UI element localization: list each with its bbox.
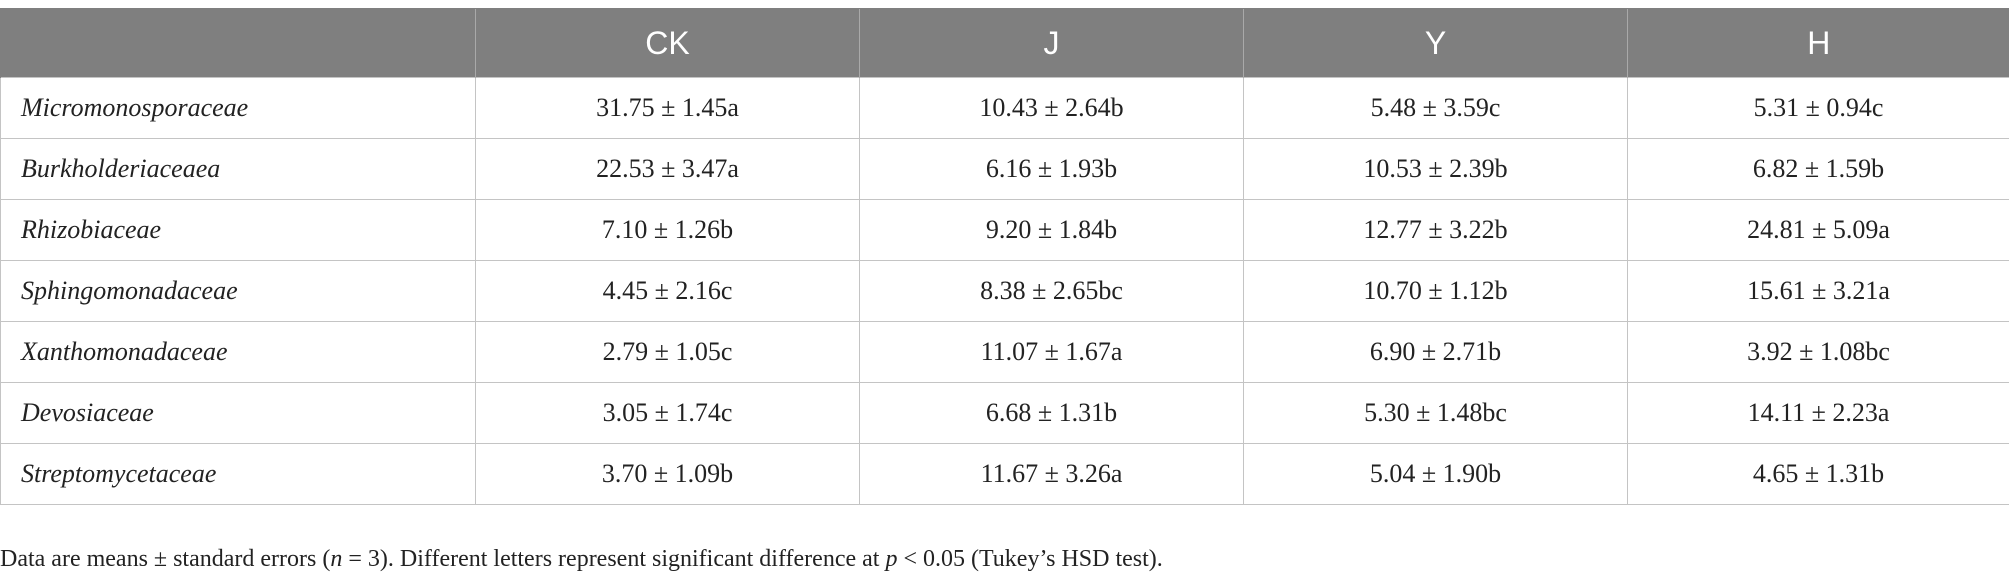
value-cell-j: 11.07 ± 1.67a xyxy=(859,321,1244,383)
table-row: Sphingomonadaceae 4.45 ± 2.16c 8.38 ± 2.… xyxy=(0,260,2009,322)
header-cell-y: Y xyxy=(1243,8,1628,78)
value-cell-j: 9.20 ± 1.84b xyxy=(859,199,1244,261)
value-cell-y: 10.53 ± 2.39b xyxy=(1243,138,1628,200)
footnote-text-2: = 3). Different letters represent signif… xyxy=(342,546,886,572)
table-row: Streptomycetaceae 3.70 ± 1.09b 11.67 ± 3… xyxy=(0,443,2009,505)
header-cell-ck: CK xyxy=(475,8,860,78)
footnote-n-symbol: n xyxy=(330,546,343,572)
table-row: Devosiaceae 3.05 ± 1.74c 6.68 ± 1.31b 5.… xyxy=(0,382,2009,444)
value-cell-y: 5.30 ± 1.48bc xyxy=(1243,382,1628,444)
family-cell: Burkholderiaceaea xyxy=(0,138,476,200)
value-cell-h: 3.92 ± 1.08bc xyxy=(1627,321,2009,383)
value-cell-h: 5.31 ± 0.94c xyxy=(1627,77,2009,139)
value-cell-j: 10.43 ± 2.64b xyxy=(859,77,1244,139)
table-header: CK J Y H xyxy=(0,8,2009,78)
family-cell: Devosiaceae xyxy=(0,382,476,444)
value-cell-ck: 2.79 ± 1.05c xyxy=(475,321,860,383)
family-cell: Rhizobiaceae xyxy=(0,199,476,261)
value-cell-j: 11.67 ± 3.26a xyxy=(859,443,1244,505)
footnote-p-symbol: p xyxy=(885,546,898,572)
value-cell-ck: 3.05 ± 1.74c xyxy=(475,382,860,444)
table-footnote: Data are means ± standard errors (n = 3)… xyxy=(0,546,1163,573)
header-row: CK J Y H xyxy=(0,8,2009,78)
data-table-container: CK J Y H Micromonosporaceae 31.75 ± 1.45… xyxy=(0,8,2009,505)
value-cell-j: 6.68 ± 1.31b xyxy=(859,382,1244,444)
table-row: Xanthomonadaceae 2.79 ± 1.05c 11.07 ± 1.… xyxy=(0,321,2009,383)
table-row: Rhizobiaceae 7.10 ± 1.26b 9.20 ± 1.84b 1… xyxy=(0,199,2009,261)
table-body: Micromonosporaceae 31.75 ± 1.45a 10.43 ±… xyxy=(0,77,2009,505)
table-row: Micromonosporaceae 31.75 ± 1.45a 10.43 ±… xyxy=(0,77,2009,139)
value-cell-h: 15.61 ± 3.21a xyxy=(1627,260,2009,322)
value-cell-h: 14.11 ± 2.23a xyxy=(1627,382,2009,444)
table-row: Burkholderiaceaea 22.53 ± 3.47a 6.16 ± 1… xyxy=(0,138,2009,200)
value-cell-ck: 3.70 ± 1.09b xyxy=(475,443,860,505)
header-cell-family xyxy=(0,8,476,78)
value-cell-j: 8.38 ± 2.65bc xyxy=(859,260,1244,322)
footnote-text-3: < 0.05 (Tukey’s HSD test). xyxy=(897,546,1163,572)
value-cell-ck: 22.53 ± 3.47a xyxy=(475,138,860,200)
family-cell: Xanthomonadaceae xyxy=(0,321,476,383)
header-cell-h: H xyxy=(1627,8,2009,78)
value-cell-j: 6.16 ± 1.93b xyxy=(859,138,1244,200)
value-cell-y: 12.77 ± 3.22b xyxy=(1243,199,1628,261)
family-cell: Sphingomonadaceae xyxy=(0,260,476,322)
footnote-text-1: Data are means ± standard errors ( xyxy=(0,546,331,572)
value-cell-ck: 4.45 ± 2.16c xyxy=(475,260,860,322)
data-table: CK J Y H Micromonosporaceae 31.75 ± 1.45… xyxy=(0,8,2009,505)
value-cell-h: 24.81 ± 5.09a xyxy=(1627,199,2009,261)
value-cell-ck: 31.75 ± 1.45a xyxy=(475,77,860,139)
value-cell-ck: 7.10 ± 1.26b xyxy=(475,199,860,261)
header-cell-j: J xyxy=(859,8,1244,78)
family-cell: Micromonosporaceae xyxy=(0,77,476,139)
value-cell-y: 6.90 ± 2.71b xyxy=(1243,321,1628,383)
value-cell-h: 6.82 ± 1.59b xyxy=(1627,138,2009,200)
value-cell-y: 10.70 ± 1.12b xyxy=(1243,260,1628,322)
value-cell-h: 4.65 ± 1.31b xyxy=(1627,443,2009,505)
value-cell-y: 5.48 ± 3.59c xyxy=(1243,77,1628,139)
family-cell: Streptomycetaceae xyxy=(0,443,476,505)
value-cell-y: 5.04 ± 1.90b xyxy=(1243,443,1628,505)
